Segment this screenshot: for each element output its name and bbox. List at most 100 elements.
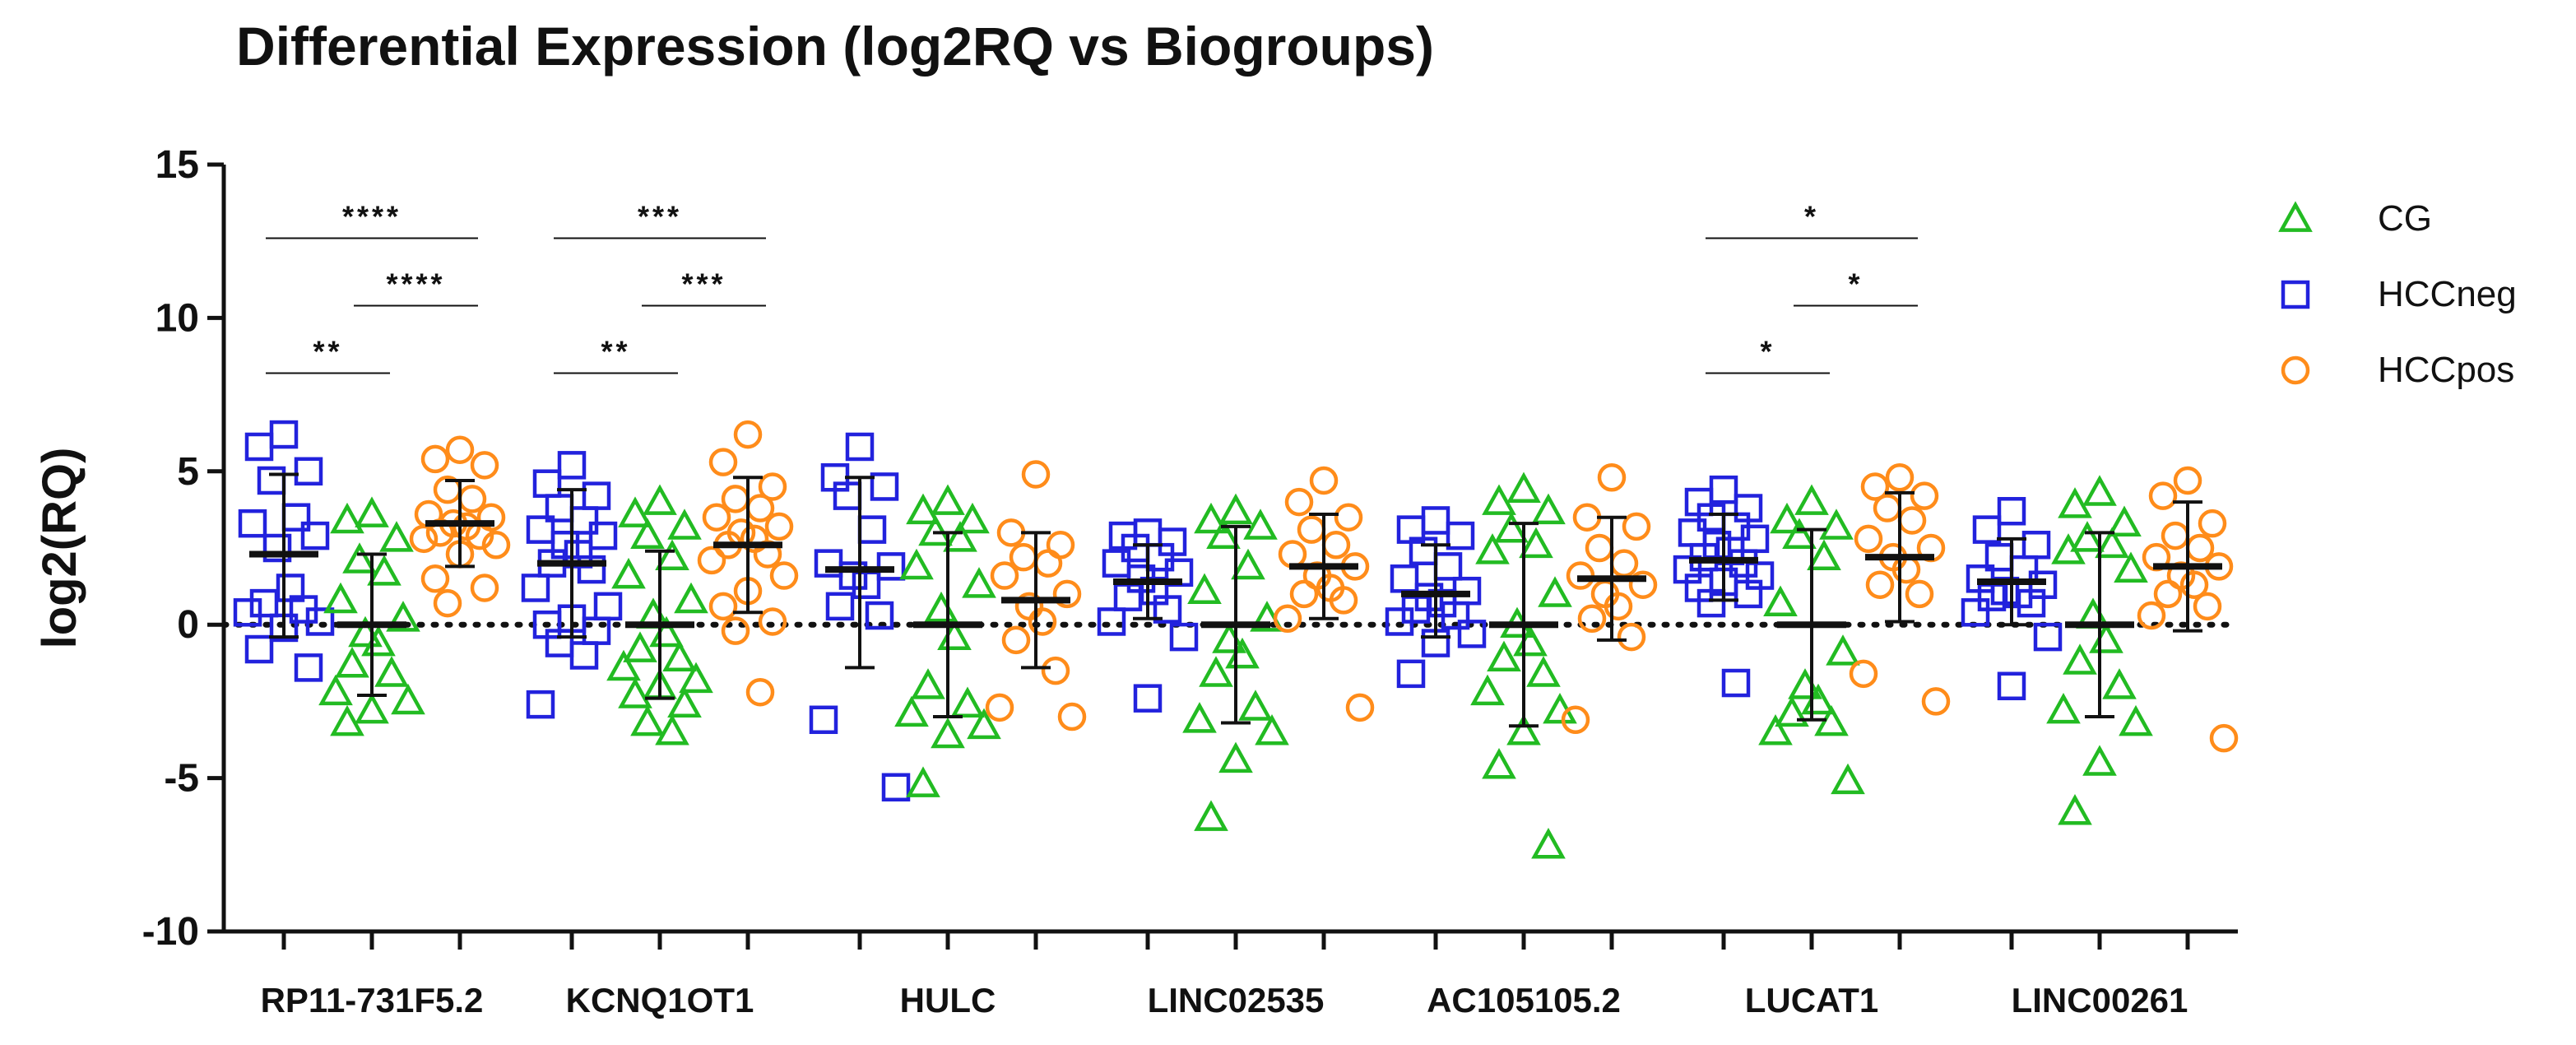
data-point-cg: [931, 717, 965, 749]
data-point-hccpos: [1572, 503, 1602, 532]
data-point-cg: [335, 647, 369, 678]
data-point-cg: [667, 686, 702, 718]
data-point-cg: [2119, 704, 2153, 736]
data-point-cg: [906, 766, 940, 797]
data-point-hccpos: [2173, 466, 2202, 495]
data-point-hccneg: [865, 601, 894, 630]
data-point-hccpos: [1561, 705, 1590, 735]
legend-marker: [2278, 201, 2313, 232]
data-point-hccneg: [2017, 588, 2046, 618]
data-point-hccneg: [1972, 515, 2002, 544]
data-point-hccpos: [1345, 693, 1375, 722]
data-point-cg: [1475, 533, 1510, 564]
data-point-cg: [2114, 551, 2148, 583]
data-point-hccneg: [1433, 552, 1463, 581]
triangle-icon: [2278, 201, 2313, 232]
data-point-hccpos: [1865, 570, 1895, 599]
data-point-hccpos: [1284, 487, 1314, 517]
significance-label: *: [1760, 335, 1775, 369]
legend-item-hccneg: HCCneg: [2271, 257, 2517, 332]
data-point-cg: [1506, 714, 1541, 745]
data-point-hccpos: [445, 435, 475, 464]
significance-label: ****: [386, 267, 445, 300]
data-point-hccneg: [569, 641, 599, 670]
data-point-hccneg: [244, 634, 274, 664]
legend-marker: [2281, 355, 2310, 385]
data-point-cg: [1218, 493, 1253, 525]
data-point-cg: [342, 542, 377, 574]
data-point-hccpos: [2137, 601, 2166, 630]
data-point-hccpos: [1849, 659, 1878, 689]
data-point-hccpos: [1617, 622, 1646, 652]
data-point-hccpos: [2193, 592, 2222, 621]
significance-label: *: [1848, 267, 1863, 300]
data-point-hccneg: [825, 592, 855, 621]
data-point-hccneg: [526, 690, 555, 719]
data-point-cg: [1487, 640, 1521, 672]
data-point-cg: [662, 640, 697, 672]
data-point-hccneg: [281, 503, 311, 532]
data-point-cg: [1807, 539, 1841, 571]
data-point-cg: [1255, 714, 1289, 745]
data-point-cg: [1238, 690, 1273, 721]
data-point-hccneg: [593, 592, 623, 621]
significance-label: ****: [342, 199, 401, 233]
data-point-cg: [2063, 643, 2097, 675]
data-point-hccpos: [1321, 531, 1351, 560]
data-point-cg: [1199, 656, 1233, 687]
data-point-cg: [1814, 704, 1849, 736]
category-label: LINC00261: [2012, 981, 2188, 1019]
data-point-hccpos: [1910, 481, 1939, 510]
data-point-cg: [1243, 509, 1278, 540]
data-point-cg: [1513, 625, 1548, 657]
data-point-cg: [355, 496, 389, 527]
data-point-hccpos: [2153, 579, 2183, 609]
data-point-hccneg: [532, 469, 562, 498]
data-point-hccpos: [1860, 472, 1890, 501]
y-tick-label: 10: [155, 296, 199, 340]
data-point-hccneg: [300, 521, 330, 550]
data-point-hccpos: [470, 451, 499, 480]
chart-title: Differential Expression (log2RQ vs Biogr…: [236, 16, 1434, 77]
data-point-hccneg: [249, 588, 279, 618]
data-point-cg: [379, 521, 414, 552]
data-point-hccpos: [996, 518, 1026, 547]
data-point-hccneg: [569, 506, 599, 535]
data-point-hccpos: [1622, 512, 1651, 541]
data-point-hccneg: [1721, 668, 1751, 698]
data-point-hccpos: [758, 607, 787, 636]
legend-label: CG: [2378, 198, 2432, 239]
data-point-cg: [2107, 505, 2142, 537]
circle-icon: [2281, 355, 2310, 385]
data-point-hccneg: [857, 515, 887, 544]
data-point-hccpos: [1897, 506, 1927, 535]
data-point-cg: [950, 686, 985, 718]
data-point-hccpos: [1278, 540, 1307, 569]
data-point-hccneg: [233, 598, 262, 627]
data-point-hccneg: [294, 457, 323, 486]
data-point-cg: [1218, 741, 1253, 773]
data-point-cg: [1506, 471, 1541, 504]
data-point-hccneg: [557, 451, 587, 480]
data-point-cg: [2070, 521, 2105, 552]
data-point-cg: [1182, 702, 1217, 733]
data-point-cg: [2102, 668, 2137, 699]
data-point-hccpos: [1885, 463, 1915, 492]
data-point-hccneg: [1696, 588, 1726, 618]
data-point-cg: [1225, 637, 1260, 669]
legend-marker: [2281, 280, 2310, 309]
data-point-cg: [318, 674, 353, 706]
data-point-cg: [655, 714, 689, 745]
data-point-hccpos: [1052, 579, 1082, 609]
data-point-cg: [955, 502, 990, 534]
data-point-hccpos: [2209, 723, 2239, 753]
data-point-hccneg: [1961, 598, 1990, 627]
data-point-cg: [679, 662, 713, 694]
data-point-hccpos: [1329, 586, 1358, 615]
data-point-cg: [1187, 573, 1222, 605]
data-point-hccpos: [708, 592, 738, 621]
data-point-hccpos: [1597, 463, 1627, 492]
data-point-hccpos: [1273, 604, 1302, 633]
data-point-cg: [630, 704, 665, 736]
square-icon: [2281, 280, 2310, 309]
